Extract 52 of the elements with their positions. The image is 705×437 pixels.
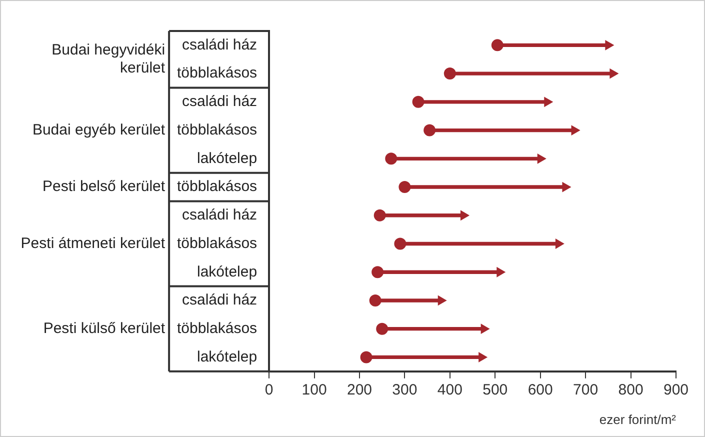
point (610, 68, 618, 78)
point (605, 40, 614, 50)
point (544, 97, 553, 107)
y-tick-label: lakótelep (197, 348, 258, 366)
point (555, 238, 564, 249)
y-tick-label: többlakásos (176, 121, 258, 138)
point (376, 322, 388, 335)
y-tick-label: családi ház (182, 206, 258, 224)
point (372, 266, 384, 278)
point (424, 124, 436, 136)
point (537, 154, 546, 164)
y-tick-label: családi ház (182, 292, 258, 309)
text: Pesti külső kerület (43, 320, 166, 337)
x-tick-label: 800 (618, 382, 644, 399)
x-tick-label: 300 (392, 382, 418, 399)
point (496, 267, 506, 277)
text: Pesti átmeneti kerület (20, 234, 166, 252)
point (394, 238, 406, 250)
point (478, 352, 488, 362)
x-tick-label: 500 (482, 382, 508, 399)
point (398, 181, 411, 194)
point (360, 351, 372, 364)
x-tick-label: 0 (264, 382, 274, 399)
x-tick-label: 100 (302, 382, 327, 399)
y-tick-label: többlakásos (176, 320, 258, 337)
y-tick-label: családi ház (182, 36, 258, 54)
text: Budai egyéb kerület (32, 121, 166, 138)
y-tick-label: többlakásos (176, 64, 258, 82)
point (480, 324, 490, 334)
x-tick-label: 600 (528, 382, 553, 399)
text: Budai hegyvidéki kerület (52, 42, 166, 77)
x-tick-label: 700 (573, 382, 598, 399)
x-tick-label: 900 (663, 382, 689, 399)
point (369, 294, 382, 306)
y-tick-label: lakótelep (197, 150, 258, 167)
point (385, 152, 398, 165)
y-tick-label: többlakásos (176, 234, 258, 252)
x-tick-label: 200 (346, 382, 372, 399)
text: Pesti belső kerület (42, 178, 166, 196)
point (491, 39, 504, 52)
point (444, 68, 456, 80)
point (571, 125, 580, 136)
y-tick-label: családi ház (182, 93, 258, 110)
x-tick-label: 400 (437, 382, 462, 399)
y-tick-label: többlakásos (176, 178, 258, 196)
point (438, 296, 446, 306)
point (374, 209, 386, 222)
x-axis-title: ezer forint/m² (599, 412, 677, 427)
point (460, 210, 469, 220)
point (562, 182, 571, 192)
point (412, 96, 424, 108)
y-tick-label: lakótelep (197, 263, 258, 280)
